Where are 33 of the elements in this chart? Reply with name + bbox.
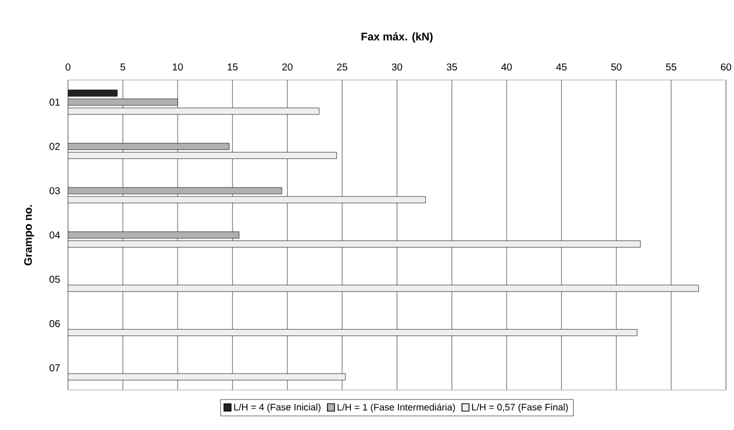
x-tick-label: 55 <box>666 64 676 70</box>
legend-label: L/H = 1 (Fase Intermediária) <box>338 403 455 412</box>
x-tick-label: 60 <box>720 63 732 70</box>
bar <box>68 108 320 115</box>
bar <box>68 142 230 150</box>
bar <box>68 329 638 336</box>
x-tick-label: 10 <box>172 63 183 70</box>
y-tick-label: 07 <box>50 364 60 372</box>
y-tick-label: 04 <box>50 231 60 239</box>
legend-label: L/H = 0,57 (Fase Final) <box>472 404 568 412</box>
bar <box>68 232 240 238</box>
bar <box>68 240 641 248</box>
y-tick-label: 06 <box>50 320 60 328</box>
x-tick-label: 5 <box>120 64 126 70</box>
x-tick-label: 45 <box>556 64 567 70</box>
x-tick-label: 20 <box>282 63 292 70</box>
x-tick-label: 40 <box>501 63 512 70</box>
x-tick-label: 15 <box>228 64 238 70</box>
y-axis-title: Grampo no. <box>24 205 34 266</box>
bar <box>68 152 337 159</box>
x-tick-label: 30 <box>392 63 402 70</box>
x-tick-label: 25 <box>337 63 348 70</box>
legend-label: L/H = 4 (Fase Inicial) <box>234 404 320 412</box>
x-tick-label: 50 <box>611 63 622 70</box>
x-tick-label: 35 <box>446 63 457 70</box>
y-tick-label: 03 <box>50 187 60 194</box>
x-axis-title: Fax máx. (kN) <box>362 32 433 43</box>
y-tick-label: 01 <box>50 98 60 106</box>
bar <box>68 98 178 106</box>
bar <box>68 373 346 380</box>
y-tick-label: 05 <box>50 276 60 283</box>
x-tick-label: 0 <box>66 63 70 70</box>
y-tick-label: 02 <box>50 142 60 150</box>
